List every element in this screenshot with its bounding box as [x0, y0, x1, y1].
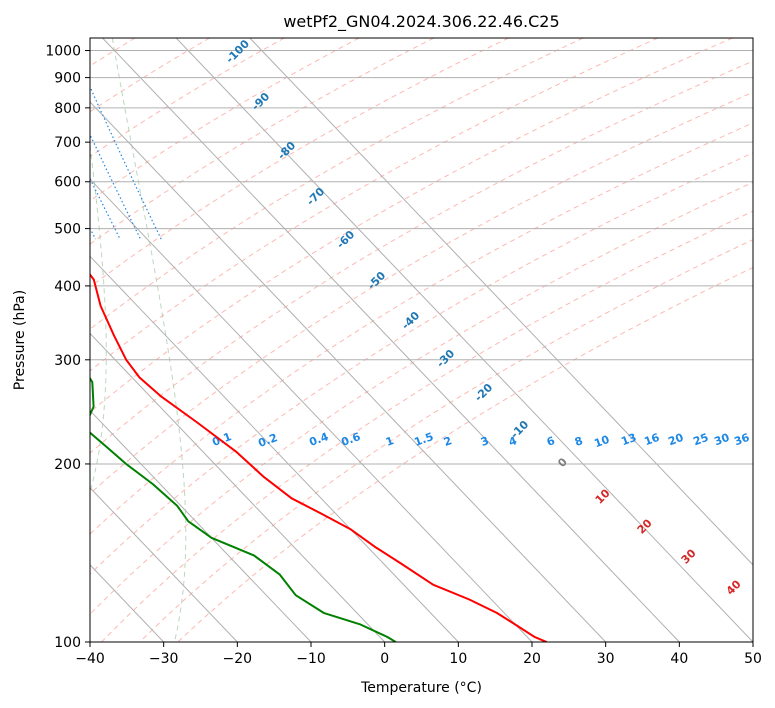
mixing-ratio-label: 1.5 [412, 430, 435, 449]
dry-adiabat [90, 181, 753, 615]
dry-adiabat [90, 38, 434, 245]
isotherm-line [90, 332, 386, 642]
isotherm-line [90, 255, 459, 642]
y-axis-ticks: 100 200 300 400 500 600 700 800 900 1000 [45, 44, 90, 651]
isotherm-line [90, 487, 238, 642]
dry-adiabat [90, 38, 509, 288]
x-tick-label: −30 [149, 651, 179, 667]
x-tick-label: 20 [523, 651, 541, 667]
mixing-ratio-line [90, 85, 162, 240]
profile-lines [90, 272, 548, 642]
dry-adiabat [90, 38, 360, 202]
mixing-ratio-label: 8 [573, 434, 585, 449]
y-axis-title: Pressure (hPa) [12, 290, 28, 390]
moist-adiabat [111, 38, 187, 642]
x-tick-label: 50 [744, 651, 762, 667]
temperature-series-line [90, 272, 548, 642]
x-tick-label: −40 [75, 651, 105, 667]
mixing-ratio-label: 20 [666, 431, 685, 449]
y-tick-label: 200 [54, 457, 81, 473]
dry-adiabat [139, 239, 753, 642]
y-tick-label: 700 [54, 135, 81, 151]
dry-adiabat [90, 91, 753, 495]
isotherm-line [90, 101, 607, 642]
x-tick-label: 40 [670, 651, 688, 667]
y-tick-label: 900 [54, 71, 81, 87]
plot-area [90, 38, 753, 642]
mixing-ratio-label: 0.4 [307, 430, 330, 449]
mixing-ratio-label: 4 [507, 434, 519, 449]
dry-adiabat [90, 38, 285, 158]
mixing-ratio-label: 13 [619, 431, 638, 448]
mixing-ratio-label: 3 [479, 434, 491, 449]
isotherm-line [175, 38, 753, 642]
mixing-ratio-label: 2 [442, 434, 454, 449]
x-tick-label: 0 [380, 651, 389, 667]
x-axis-title: Temperature (°C) [360, 680, 482, 696]
dry-adiabat [90, 60, 753, 454]
y-tick-label: 500 [54, 222, 81, 238]
background-lines [90, 38, 753, 642]
y-tick-label: 1000 [45, 44, 81, 60]
y-tick-label: 600 [54, 175, 81, 191]
x-tick-label: 10 [449, 651, 467, 667]
y-tick-label: 300 [54, 353, 81, 369]
mixing-ratio-label: 6 [545, 434, 557, 449]
y-tick-label: 400 [54, 279, 81, 295]
mixing-ratio-label: 1 [384, 434, 396, 449]
isotherm-line [249, 38, 753, 566]
mixing-ratio-label: 16 [642, 431, 661, 449]
mixing-ratio-label: 30 [712, 431, 731, 449]
x-tick-label: −10 [296, 651, 326, 667]
dewpoint-series-line [90, 376, 397, 642]
dry-adiabat [90, 38, 733, 413]
isotherm-line [102, 38, 680, 642]
y-tick-label: 800 [54, 101, 81, 117]
mixing-ratio-label: 36 [732, 431, 751, 449]
x-tick-label: 30 [597, 651, 615, 667]
mixing-ratio-label: 25 [691, 431, 710, 448]
isotherm-line [90, 409, 312, 642]
dry-adiabat [90, 152, 753, 575]
mixing-ratio-label: 0.2 [256, 431, 279, 450]
isotherm-line [90, 178, 533, 642]
mixing-ratio-labels: 0.1 0.2 0.4 0.6 1 1.5 2 3 4 6 8 10 13 16 20 25 30 36 [210, 430, 751, 450]
x-tick-label: −20 [223, 651, 253, 667]
y-tick-label: 100 [54, 635, 81, 651]
mixing-ratio-label: 10 [592, 433, 611, 451]
dry-adiabat [90, 38, 659, 372]
mixing-ratio-label: 0.6 [339, 430, 362, 449]
moist-adiabat [90, 142, 107, 495]
dry-adiabat [90, 38, 210, 113]
x-axis-ticks: −40 −30 −20 −10 0 10 20 30 40 50 [75, 642, 762, 667]
plot-frame [89, 37, 754, 643]
chart-title: wetPf2_GN04.2024.306.22.46.C25 [283, 12, 559, 32]
